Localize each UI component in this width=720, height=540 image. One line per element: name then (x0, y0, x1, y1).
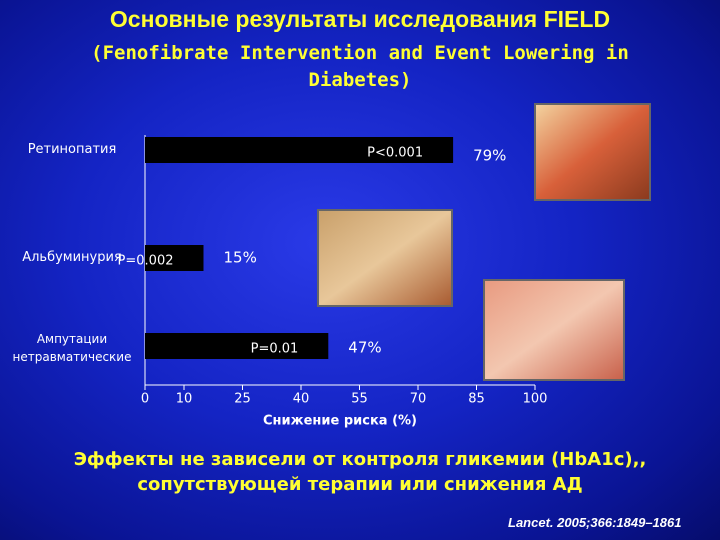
value-label: 79% (473, 147, 506, 165)
x-tick-label: 100 (523, 392, 548, 407)
x-axis-title: Снижение риска (%) (263, 414, 417, 429)
illustration-vessel (483, 279, 625, 381)
p-value: P=0.002 (118, 254, 174, 269)
footnote: Эффекты не зависели от контроля гликемии… (73, 449, 647, 495)
value-label: 15% (224, 249, 257, 267)
x-tick-label: 70 (410, 392, 427, 407)
illustration-kidney (317, 209, 453, 307)
illustration-eye (534, 103, 651, 201)
x-tick-label: 25 (234, 392, 251, 407)
x-tick-label: 40 (293, 392, 310, 407)
slide-title: Основные результаты исследования FIELD (109, 6, 611, 32)
slide-subtitle: (Fenofibrate Intervention and Event Lowe… (91, 42, 629, 91)
x-tick-label: 85 (468, 392, 485, 407)
bar (145, 245, 204, 271)
category-label: Ретинопатия (27, 142, 117, 157)
p-value: P<0.001 (367, 146, 423, 161)
bar (145, 333, 329, 359)
x-tick-label: 0 (141, 392, 149, 407)
citation: Lancet. 2005;366:1849–1861 (508, 515, 682, 530)
bar (145, 137, 454, 163)
category-label: Ампутации нетравматические (12, 332, 132, 364)
category-label: Альбуминурия (22, 250, 122, 265)
x-tick-label: 55 (351, 392, 368, 407)
x-tick-label: 10 (176, 392, 193, 407)
value-label: 47% (348, 339, 381, 357)
p-value: P=0.01 (251, 342, 299, 357)
